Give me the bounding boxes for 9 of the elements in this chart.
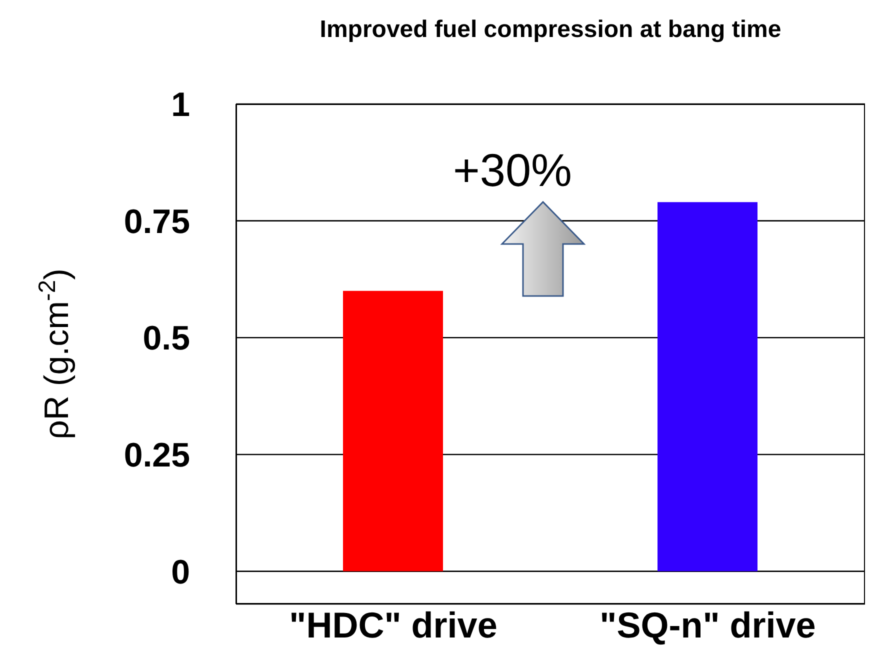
- y-tick-label: 1: [171, 86, 190, 124]
- x-tick-label: "HDC" drive: [289, 604, 498, 646]
- annotation: +30%: [453, 143, 572, 197]
- chart-title: Improved fuel compression at bang time: [318, 16, 782, 44]
- x-tick-label: "SQ-n" drive: [600, 604, 816, 646]
- y-tick-label: 0: [171, 553, 190, 592]
- y-tick-label: 0.25: [124, 436, 190, 475]
- y-tick-label: 0.5: [142, 320, 190, 358]
- y-tick-label: 0.75: [124, 202, 190, 241]
